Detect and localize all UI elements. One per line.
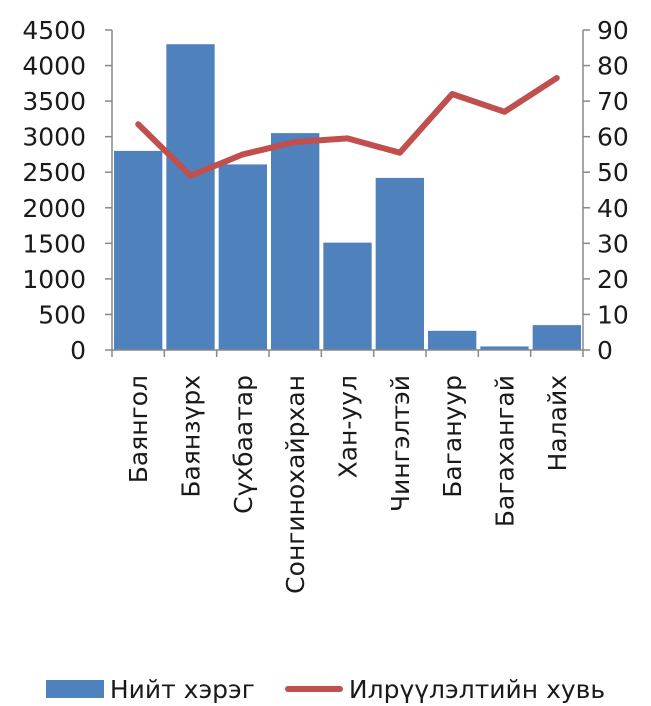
- legend-bar-label: Нийт хэрэг: [109, 674, 255, 704]
- bar-2: [166, 44, 215, 350]
- bar-8: [480, 346, 529, 350]
- y-right-tick-label-0: 0: [597, 336, 613, 365]
- bar-3: [218, 164, 267, 350]
- y-right-tick-label-5: 50: [597, 158, 629, 187]
- y-right-tick-label-4: 40: [597, 194, 629, 223]
- x-category-label-9: Налайх: [543, 375, 572, 471]
- y-right-tick-label-2: 20: [597, 265, 629, 294]
- x-category-label-8: Багахангай: [491, 375, 520, 527]
- line-point-2: [190, 175, 191, 177]
- x-category-label-5: Хан-уул: [334, 375, 363, 478]
- line-point-7: [451, 93, 453, 95]
- x-category-label-1: Баянгол: [124, 375, 153, 483]
- y-right-tick-label-9: 90: [597, 16, 629, 45]
- x-category-label-2: Баянзүрх: [177, 375, 206, 498]
- y-right-tick-label-8: 80: [597, 52, 629, 81]
- y-left-tick-label-8: 4000: [22, 52, 86, 81]
- y-left-tick-label-2: 1000: [22, 265, 86, 294]
- y-left-tick-label-3: 1500: [22, 229, 86, 258]
- legend-line-swatch: [284, 686, 343, 692]
- combo-chart: 0 500 1000 1500 2000 2500 3000 3500 4000 4500 0 10 2…: [22, 16, 629, 594]
- line-point-8: [504, 111, 505, 113]
- legend-item-line: Илрүүлэлтийн хувь: [284, 674, 606, 704]
- bar-6: [375, 177, 424, 350]
- bar-4: [271, 133, 320, 350]
- line-point-6: [399, 152, 401, 154]
- y-left-tick-label-1: 500: [38, 300, 86, 329]
- bar-5: [323, 242, 372, 350]
- bar-1: [114, 150, 163, 350]
- y-left-tick-label-0: 0: [70, 336, 86, 365]
- y-left-tick-label-9: 4500: [22, 16, 86, 45]
- x-category-label-3: Сүхбаатар: [229, 375, 258, 514]
- bar-9: [532, 325, 581, 350]
- legend: Нийт хэрэг Илрүүлэлтийн хувь: [0, 672, 651, 706]
- legend-bar-swatch: [45, 680, 104, 698]
- x-category-label-6: Чингэлтэй: [386, 375, 415, 512]
- legend-item-bars: Нийт хэрэг: [45, 674, 255, 704]
- y-right-tick-label-6: 60: [597, 123, 629, 152]
- y-right-tick-label-3: 30: [597, 229, 629, 258]
- y-right-tick-label-1: 10: [597, 300, 629, 329]
- x-category-label-4: Сонгинохайрхан: [281, 375, 310, 594]
- bar-7: [428, 330, 477, 350]
- line-point-4: [294, 141, 296, 143]
- line-point-9: [556, 77, 558, 79]
- y-left-tick-label-7: 3500: [22, 87, 86, 116]
- x-category-label-7: Багануур: [438, 375, 467, 498]
- line-point-1: [137, 123, 139, 125]
- y-left-tick-label-5: 2500: [22, 158, 86, 187]
- y-left-tick-label-4: 2000: [22, 194, 86, 223]
- y-left-tick-label-6: 3000: [22, 123, 86, 152]
- legend-line-label: Илрүүлэлтийн хувь: [348, 674, 606, 704]
- line-point-5: [347, 137, 348, 139]
- line-point-3: [242, 153, 244, 155]
- y-right-tick-label-7: 70: [597, 87, 629, 116]
